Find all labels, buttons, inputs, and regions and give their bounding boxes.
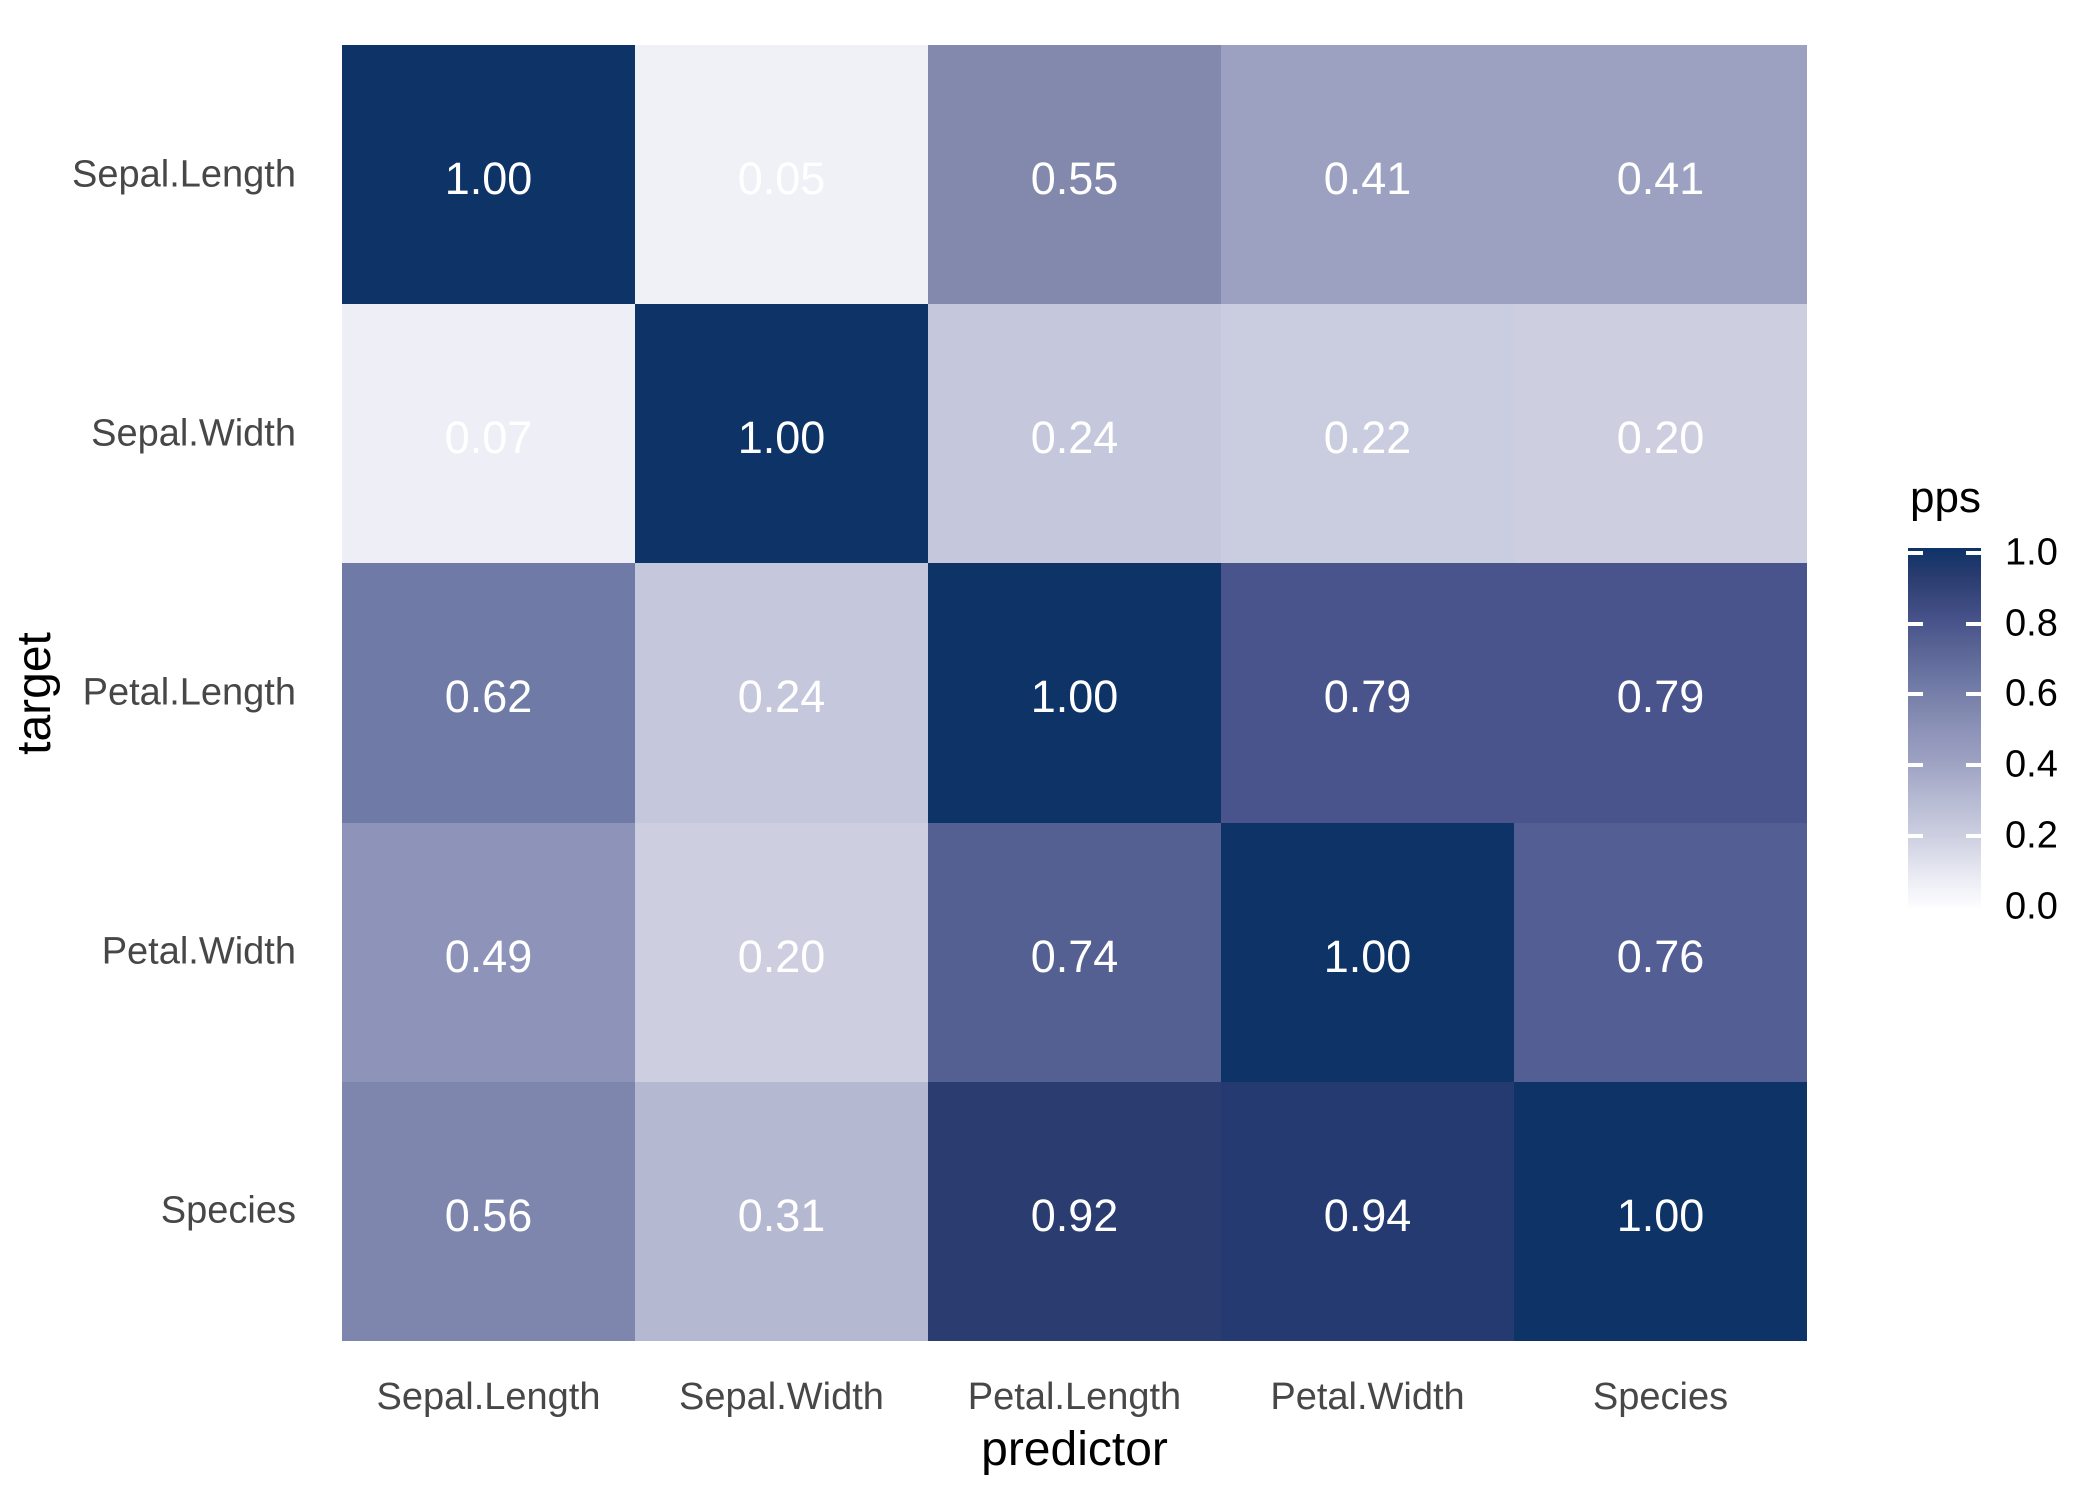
cell-value: 0.05 (737, 153, 826, 205)
legend-tick-label: 0.2 (2005, 814, 2058, 857)
cell-value: 0.56 (444, 1189, 533, 1241)
legend-colorbar (1908, 548, 1981, 908)
cell-value: 0.20 (1616, 412, 1705, 464)
heatmap-cell: 0.05 (635, 45, 928, 305)
y-axis-tick-label: Species (160, 1189, 296, 1232)
cell-value: 0.49 (444, 930, 533, 982)
heatmap-cell: 0.31 (635, 1081, 928, 1341)
heatmap-cell: 0.74 (928, 822, 1221, 1082)
legend-tick-label: 1.0 (2005, 531, 2058, 574)
cell-value: 1.00 (737, 412, 826, 464)
x-axis-title: predictor (981, 1423, 1168, 1476)
y-axis-tick-label: Sepal.Length (72, 153, 296, 196)
cell-value: 0.92 (1030, 1189, 1119, 1241)
cell-value: 0.31 (737, 1189, 826, 1241)
heatmap-cell: 0.24 (928, 304, 1221, 564)
x-axis-tick-label: Petal.Width (1270, 1376, 1465, 1418)
legend-tick-label: 0.6 (2005, 672, 2058, 715)
heatmap-cell: 1.00 (1514, 1081, 1807, 1341)
cell-value: 0.22 (1323, 412, 1412, 464)
cell-value: 1.00 (1030, 671, 1119, 723)
x-axis-tick-labels: Sepal.Length Sepal.Width Petal.Length Petal… (342, 1376, 1807, 1424)
heatmap-cell: 1.00 (1221, 822, 1514, 1082)
legend: pps 1.0 0.8 0.6 0.4 0.2 0.0 (1908, 473, 2098, 974)
cell-value: 0.41 (1323, 153, 1412, 205)
cell-value: 1.00 (444, 153, 533, 205)
cell-value: 0.07 (444, 412, 533, 464)
heatmap-cell: 0.24 (635, 563, 928, 823)
heatmap-cell: 0.20 (1514, 304, 1807, 564)
legend-tick-mark (1908, 621, 1923, 626)
heatmap-cell: 0.76 (1514, 822, 1807, 1082)
y-axis-tick-label: Petal.Width (101, 930, 296, 973)
x-axis-tick-label: Species (1592, 1376, 1729, 1418)
legend-tick-mark (1966, 621, 1981, 626)
cell-value: 0.62 (444, 671, 533, 723)
cell-value: 0.24 (737, 671, 826, 723)
heatmap-cell: 0.62 (342, 563, 635, 823)
heatmap-cell: 0.79 (1514, 563, 1807, 823)
heatmap-cell: 0.92 (928, 1081, 1221, 1341)
cell-value: 1.00 (1616, 1189, 1705, 1241)
heatmap-cell: 0.49 (342, 822, 635, 1082)
cell-value: 1.00 (1323, 930, 1412, 982)
legend-tick-mark (1966, 551, 1981, 555)
heatmap-cell: 1.00 (342, 45, 635, 305)
heatmap-cell: 0.20 (635, 822, 928, 1082)
legend-tick-label: 0.0 (2005, 885, 2058, 927)
cell-value: 0.24 (1030, 412, 1119, 464)
heatmap-cell: 0.41 (1221, 45, 1514, 305)
cell-value: 0.41 (1616, 153, 1705, 205)
legend-tick-mark (1966, 763, 1981, 768)
y-axis-tick-labels: Sepal.Length Sepal.Width Petal.Length Petal… (0, 45, 296, 1341)
heatmap-cell: 0.07 (342, 304, 635, 564)
heatmap-cell: 0.22 (1221, 304, 1514, 564)
legend-tick-mark (1908, 692, 1923, 697)
y-axis-tick-label: Petal.Length (82, 671, 296, 714)
legend-tick-mark (1966, 833, 1981, 838)
heatmap-cell: 0.55 (928, 45, 1221, 305)
heatmap-cell: 0.56 (342, 1081, 635, 1341)
legend-tick-mark (1908, 763, 1923, 768)
legend-title: pps (1910, 473, 1981, 522)
heatmap-cell: 0.79 (1221, 563, 1514, 823)
legend-tick-label: 0.4 (2005, 743, 2058, 786)
heatmap-panel: 1.00 0.05 0.55 0.41 0.41 0.07 1.00 0.24 0.22 0.20… (342, 45, 1807, 1341)
y-axis-tick-label: Sepal.Width (91, 412, 296, 455)
x-axis-tick-label: Sepal.Width (679, 1376, 884, 1418)
cell-value: 0.94 (1323, 1189, 1412, 1241)
heatmap-cell: 0.41 (1514, 45, 1807, 305)
legend-tick-label: 0.8 (2005, 602, 2058, 645)
cell-value: 0.74 (1030, 930, 1119, 982)
cell-value: 0.79 (1323, 671, 1412, 723)
x-axis-tick-label: Sepal.Length (376, 1376, 601, 1418)
legend-tick-mark (1966, 692, 1981, 697)
cell-value: 0.55 (1030, 153, 1119, 205)
x-axis-tick-label: Petal.Length (967, 1376, 1182, 1418)
legend-tick-mark (1908, 833, 1923, 838)
legend-tick-mark (1908, 551, 1923, 555)
cell-value: 0.20 (737, 930, 826, 982)
heatmap-cell: 1.00 (928, 563, 1221, 823)
heatmap-cell: 1.00 (635, 304, 928, 564)
heatmap-cell: 0.94 (1221, 1081, 1514, 1341)
cell-value: 0.76 (1616, 930, 1705, 982)
legend-tick-labels: 1.0 0.8 0.6 0.4 0.2 0.0 (2005, 532, 2095, 928)
cell-value: 0.79 (1616, 671, 1705, 723)
